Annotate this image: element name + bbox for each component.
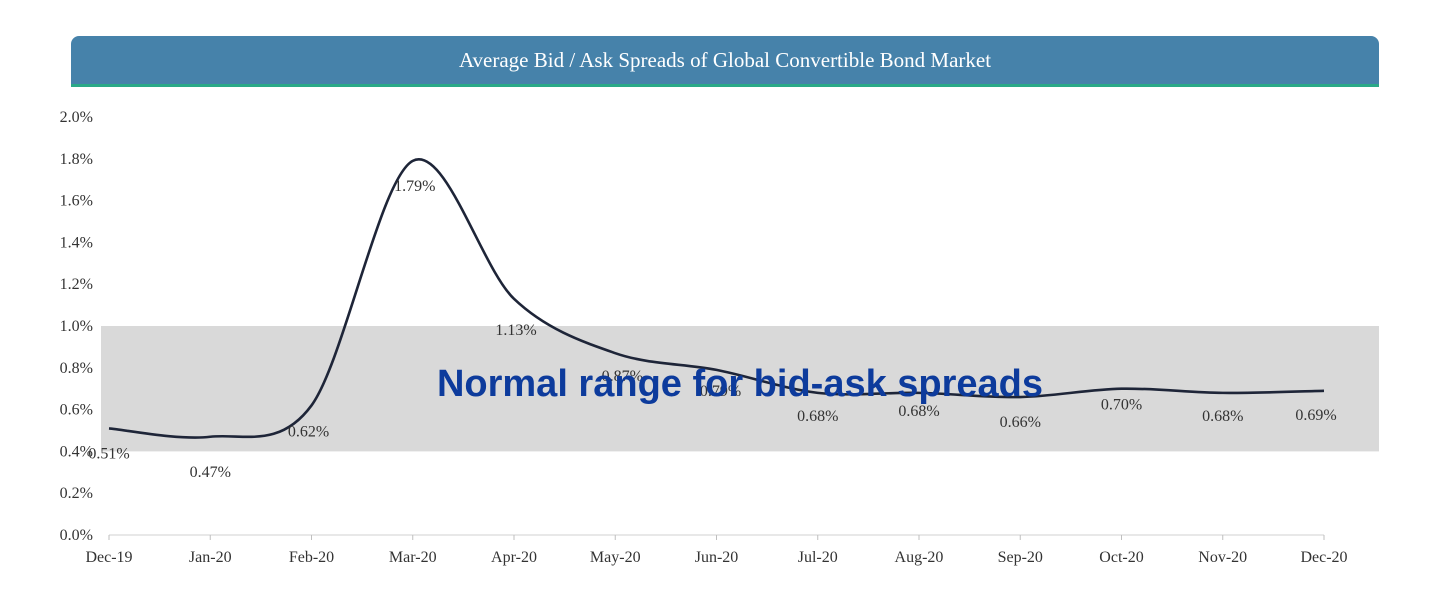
chart-title: Average Bid / Ask Spreads of Global Conv…	[458, 47, 992, 72]
x-tick-label: Apr-20	[491, 549, 537, 566]
data-label: 0.62%	[288, 423, 329, 440]
y-tick-label: 1.6%	[60, 193, 93, 210]
data-label: 0.69%	[1295, 407, 1336, 424]
normal-range-band	[101, 326, 1379, 452]
x-tick-label: May-20	[590, 549, 641, 566]
data-label: 0.51%	[88, 445, 129, 462]
x-tick-label: Sep-20	[998, 549, 1043, 566]
chart-title-bar: Average Bid / Ask Spreads of Global Conv…	[71, 36, 1379, 87]
y-tick-label: 2.0%	[60, 109, 93, 126]
x-tick-label: Dec-20	[1300, 549, 1347, 566]
x-tick-label: Nov-20	[1198, 549, 1247, 566]
y-tick-label: 0.2%	[60, 485, 93, 502]
data-label: 0.79%	[700, 383, 741, 400]
x-tick-label: Jan-20	[189, 549, 232, 566]
data-label: 1.13%	[495, 322, 536, 339]
y-tick-label: 0.0%	[60, 527, 93, 544]
data-label: 0.68%	[1202, 408, 1243, 425]
axes: 0.0% 0.2% 0.4% 0.6% 0.8% 1.0% 1.2% 1.4% 1.6% 1.8%…	[60, 109, 1348, 566]
x-tick-label: Mar-20	[389, 549, 437, 566]
x-tick-label: Jun-20	[695, 549, 739, 566]
x-tick-label: Jul-20	[798, 549, 838, 566]
data-label: 0.68%	[898, 403, 939, 420]
data-labels: 0.51% 0.47% 0.62% 1.79% 1.13% 0.87% 0.79% 0.68%…	[88, 178, 1336, 481]
y-tick-label: 0.4%	[60, 443, 93, 460]
y-tick-label: 1.0%	[60, 318, 93, 335]
y-tick-label: 1.8%	[60, 151, 93, 168]
data-label: 0.47%	[190, 464, 231, 481]
x-tick-label: Oct-20	[1099, 549, 1143, 566]
data-label: 0.70%	[1101, 397, 1142, 414]
normal-range-label: Normal range for bid-ask spreads	[437, 363, 1043, 405]
x-tick-label: Feb-20	[289, 549, 334, 566]
x-tick-label: Dec-19	[85, 549, 132, 566]
data-label: 1.79%	[394, 178, 435, 195]
data-label: 0.66%	[1000, 414, 1041, 431]
x-tick-label: Aug-20	[895, 549, 944, 566]
y-tick-label: 0.8%	[60, 360, 93, 377]
y-tick-label: 1.4%	[60, 234, 93, 251]
data-label: 0.68%	[797, 408, 838, 425]
y-tick-label: 0.6%	[60, 402, 93, 419]
series-line	[108, 158, 1325, 439]
data-label: 0.87%	[602, 368, 643, 385]
y-tick-label: 1.2%	[60, 276, 93, 293]
